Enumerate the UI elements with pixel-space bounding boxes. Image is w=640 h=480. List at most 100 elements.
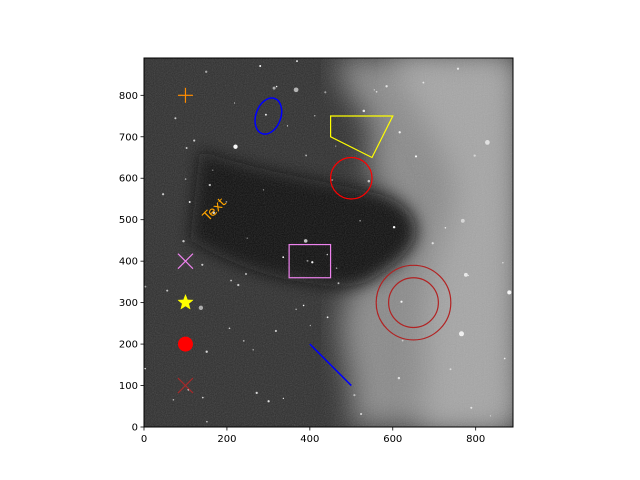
star-point <box>233 102 236 104</box>
star-point <box>185 147 188 149</box>
star-point <box>335 267 338 269</box>
star-point <box>502 262 504 264</box>
star-point <box>305 154 308 157</box>
star-point <box>306 259 309 262</box>
star-point <box>385 85 388 88</box>
star-point <box>184 178 187 180</box>
star-point <box>467 274 469 277</box>
star-point <box>335 145 337 147</box>
nebula-image <box>144 58 513 427</box>
star-point <box>422 81 425 84</box>
star-point <box>246 237 248 239</box>
star-point <box>206 420 208 423</box>
star-point <box>255 391 258 395</box>
x-marker-stroke-b <box>177 253 194 270</box>
star-point <box>375 90 378 93</box>
star-point <box>367 179 371 183</box>
x-tick-label: 200 <box>217 434 236 445</box>
star-point <box>507 290 512 295</box>
plus-marker <box>177 87 193 103</box>
x-marker-stroke-b <box>177 377 194 394</box>
star-point <box>230 279 233 282</box>
star-point <box>398 131 401 134</box>
axes-frame <box>143 57 514 428</box>
x-tick-label: 800 <box>466 434 485 445</box>
star-point <box>309 324 311 327</box>
star-point <box>296 60 298 63</box>
star-point <box>414 155 418 158</box>
star-point <box>228 327 231 330</box>
star-point <box>324 91 327 94</box>
star-point <box>225 201 228 203</box>
star-point <box>373 89 375 91</box>
y-tick-label: 700 <box>119 132 138 143</box>
star-point <box>485 140 490 145</box>
star-point <box>353 393 356 397</box>
star-point <box>458 331 465 337</box>
star-point <box>444 226 447 229</box>
star-point <box>272 86 276 90</box>
annulus-inner-ring <box>388 277 439 329</box>
star-point <box>463 272 468 277</box>
star-point <box>237 283 240 287</box>
y-tick-label: 600 <box>119 174 138 185</box>
star-point <box>431 242 434 245</box>
star-point <box>392 225 396 229</box>
star-point <box>208 183 211 187</box>
circle-region <box>329 156 373 200</box>
star-point <box>212 169 214 171</box>
star-point <box>244 272 248 276</box>
y-tick-label: 800 <box>119 91 138 102</box>
star-marker <box>177 293 194 310</box>
star-point <box>166 289 169 292</box>
star-point <box>460 218 465 223</box>
star-point <box>456 67 460 70</box>
star-point <box>295 308 297 310</box>
star-point <box>205 350 208 353</box>
star-point <box>193 139 196 142</box>
star-point <box>337 282 340 285</box>
star-point <box>362 109 366 113</box>
star-point <box>172 398 175 401</box>
circle-marker <box>177 336 193 352</box>
star-point <box>198 305 204 310</box>
star-point <box>243 340 245 342</box>
star-point <box>201 396 204 399</box>
star-point <box>282 256 285 259</box>
ellipse-region <box>254 97 283 135</box>
star-point <box>282 397 285 400</box>
y-tick-label: 200 <box>119 340 138 351</box>
star-point <box>302 304 305 307</box>
star-point <box>359 412 363 416</box>
star-point <box>449 368 452 371</box>
star-point <box>274 329 277 333</box>
star-point <box>267 400 270 403</box>
star-point <box>212 211 216 214</box>
y-tick-label: 400 <box>119 257 138 268</box>
x-tick-label: 400 <box>300 434 319 445</box>
star-point <box>303 239 308 243</box>
star-point <box>259 65 262 67</box>
star-point <box>311 261 314 264</box>
star-point <box>470 406 473 409</box>
star-point <box>489 415 492 417</box>
x-tick-label: 0 <box>141 434 147 445</box>
star-point <box>326 316 329 319</box>
star-point <box>401 339 404 342</box>
star-point <box>205 70 208 73</box>
star-point <box>174 117 177 120</box>
star-point <box>264 113 267 116</box>
star-point <box>293 87 299 93</box>
y-tick-label: 100 <box>119 381 138 392</box>
star-point <box>233 144 238 149</box>
star-point <box>161 193 165 196</box>
star-point <box>144 285 147 288</box>
star-point <box>326 253 329 256</box>
x-tick-label: 600 <box>383 434 402 445</box>
star-point <box>275 85 278 88</box>
star-point <box>397 376 401 380</box>
star-point <box>331 179 334 181</box>
star-point <box>262 189 265 191</box>
star-point <box>201 263 204 266</box>
